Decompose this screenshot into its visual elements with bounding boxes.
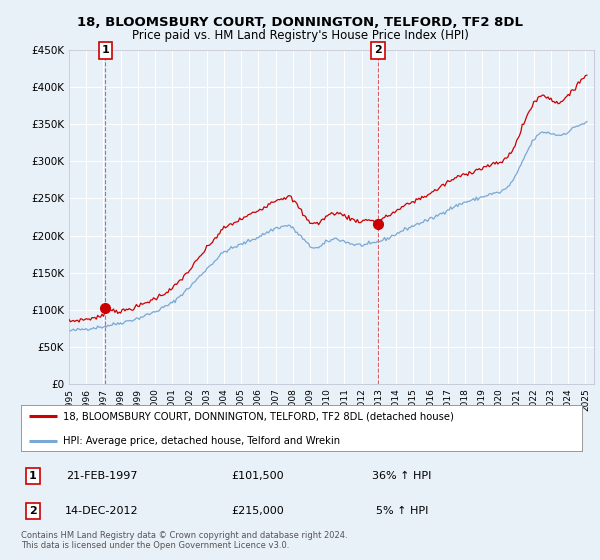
- Text: 36% ↑ HPI: 36% ↑ HPI: [373, 471, 431, 481]
- Text: HPI: Average price, detached house, Telford and Wrekin: HPI: Average price, detached house, Telf…: [63, 436, 340, 446]
- Text: 1: 1: [29, 471, 37, 481]
- Text: 18, BLOOMSBURY COURT, DONNINGTON, TELFORD, TF2 8DL: 18, BLOOMSBURY COURT, DONNINGTON, TELFOR…: [77, 16, 523, 29]
- Text: 2: 2: [29, 506, 37, 516]
- Text: 2: 2: [374, 45, 382, 55]
- Text: 18, BLOOMSBURY COURT, DONNINGTON, TELFORD, TF2 8DL (detached house): 18, BLOOMSBURY COURT, DONNINGTON, TELFOR…: [63, 412, 454, 422]
- Text: £215,000: £215,000: [232, 506, 284, 516]
- Text: 5% ↑ HPI: 5% ↑ HPI: [376, 506, 428, 516]
- Text: £101,500: £101,500: [232, 471, 284, 481]
- Text: 14-DEC-2012: 14-DEC-2012: [65, 506, 139, 516]
- Text: Price paid vs. HM Land Registry's House Price Index (HPI): Price paid vs. HM Land Registry's House …: [131, 29, 469, 42]
- Text: 21-FEB-1997: 21-FEB-1997: [66, 471, 138, 481]
- Text: Contains HM Land Registry data © Crown copyright and database right 2024.
This d: Contains HM Land Registry data © Crown c…: [21, 531, 347, 550]
- Text: 1: 1: [101, 45, 109, 55]
